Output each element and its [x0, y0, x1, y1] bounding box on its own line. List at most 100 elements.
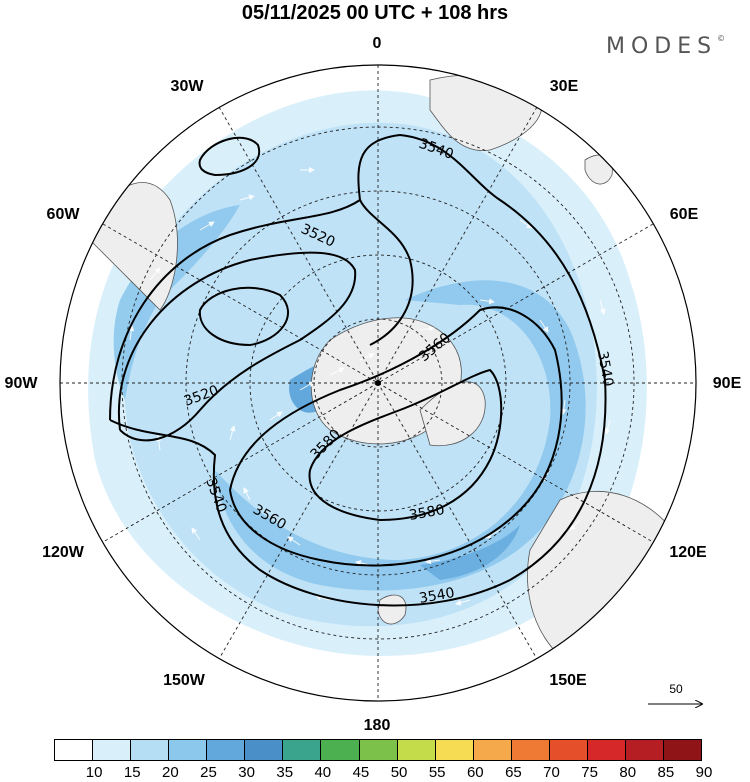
wind-arrow [299, 381, 315, 391]
reference-vector: 50 [646, 682, 706, 722]
wind-arrow [315, 594, 331, 601]
colorbar-cell [245, 740, 284, 760]
wind-arrow [355, 560, 371, 566]
contour-3580 [308, 368, 503, 522]
wind-arrow [269, 411, 283, 421]
colorbar-tick-label: 40 [314, 764, 332, 781]
longitude-label-120w: 120W [42, 544, 84, 561]
wind-arrow [569, 519, 581, 531]
colorbar-cell [55, 740, 94, 760]
south-america-landmass [89, 182, 178, 311]
longitude-label-90w: 90W [4, 375, 38, 392]
wind-core-south [420, 525, 520, 580]
meridian-60 [102, 223, 654, 543]
contour-3520-north [359, 199, 414, 346]
longitude-label-0: 0 [372, 35, 382, 52]
colorbar-tick-label: 30 [238, 764, 255, 781]
longitude-label-150w: 150W [163, 672, 205, 689]
contour-3540-outer [109, 133, 607, 607]
wind-arrow [519, 219, 533, 229]
colorbar-cell [397, 740, 436, 760]
wind-jet-east [215, 280, 586, 591]
colorbar-cell [625, 740, 664, 760]
colorbar-cell [473, 740, 512, 760]
colorbar-tick-label: 50 [390, 764, 408, 781]
height-contours [109, 133, 607, 607]
meridian-60 [102, 223, 654, 543]
colorbar-tick-label: 35 [276, 764, 294, 781]
longitude-label-180: 180 [363, 717, 391, 734]
colorbar-tick-label: 65 [505, 764, 522, 781]
colorbar-tick-label: 70 [543, 764, 560, 781]
colorbar-tick-label: 80 [619, 764, 637, 781]
colorbar-tick-label: 45 [352, 764, 370, 781]
wind-arrows [128, 167, 611, 606]
australia-landmass [527, 490, 682, 671]
wind-arrow [239, 194, 255, 201]
colorbar-tick-label: 55 [428, 764, 446, 781]
reference-arrow-icon [648, 682, 706, 722]
colorbar-tick-label: 75 [581, 764, 598, 781]
contour-3520-west [117, 251, 357, 442]
new-zealand-landmass [377, 594, 407, 625]
contour-closed-low-2 [198, 286, 290, 347]
brand-logo: MODES© [606, 34, 725, 59]
latitude-circle [121, 126, 635, 640]
wind-arrow [485, 529, 501, 539]
wind-arrow [287, 536, 301, 546]
colorbar-cell [359, 740, 398, 760]
wind-arrow [539, 319, 549, 333]
wind-arrow [425, 558, 441, 565]
colorbar-cell [664, 740, 702, 760]
longitude-label-60w: 60W [46, 206, 80, 223]
longitude-label-60e: 60E [669, 206, 699, 223]
reference-vector-value: 50 [669, 682, 683, 696]
map-boundary [59, 64, 697, 702]
contour-label: 3540 [594, 350, 616, 388]
wind-arrow [599, 299, 606, 315]
brand-name: MODES [606, 34, 718, 59]
colorbar-cell [169, 740, 208, 760]
colorbar-cell [549, 740, 588, 760]
wind-arrow [604, 419, 611, 435]
wind-arrow [243, 487, 251, 501]
colorbar-labels: 10 15 20 25 30 35 40 45 50 55 60 65 70 75 80 85 90 [0, 764, 750, 782]
wind-arrow [329, 367, 345, 376]
contour-closed-low-1 [198, 136, 261, 177]
colorbar-tick-label: 60 [466, 764, 484, 781]
contour-label: 3580 [408, 502, 446, 524]
wind-arrow [128, 325, 135, 341]
wind-arrow [419, 325, 435, 332]
longitude-label-30e: 30E [549, 78, 579, 95]
wind-arrow [191, 527, 201, 541]
wind-arrow [560, 399, 567, 415]
colorbar-tick-label: 10 [85, 764, 103, 781]
longitude-label-90e: 90E [712, 375, 742, 392]
wind-arrow [455, 599, 471, 606]
longitude-label-120e: 120E [669, 544, 707, 561]
wind-arrow [359, 353, 375, 361]
pole-marker [375, 380, 381, 386]
colorbar-tick-label: 85 [657, 764, 675, 781]
colorbar-tick-label: 20 [162, 764, 179, 781]
colorbar-cell [435, 740, 474, 760]
wind-arrow [479, 298, 495, 305]
colorbar-cell [321, 740, 360, 760]
contour-label: 3540 [418, 585, 456, 607]
colorbar [54, 739, 702, 761]
madagascar-landmass [584, 154, 613, 185]
colorbar-tick-label: 15 [123, 764, 141, 781]
map-title: 05/11/2025 00 UTC + 108 hrs [241, 2, 509, 24]
contour-3560 [229, 306, 563, 567]
longitude-label-30w: 30W [170, 78, 204, 95]
colorbar-cell [93, 740, 132, 760]
colorbar-tick-label: 90 [695, 764, 713, 781]
colorbar-cell [207, 740, 246, 760]
colorbar-cell [283, 740, 322, 760]
wind-arrow [149, 267, 161, 281]
colorbar-cell [587, 740, 626, 760]
wind-arrow [229, 425, 236, 441]
colorbar-cell [131, 740, 170, 760]
colorbar-tick-label: 25 [200, 764, 217, 781]
